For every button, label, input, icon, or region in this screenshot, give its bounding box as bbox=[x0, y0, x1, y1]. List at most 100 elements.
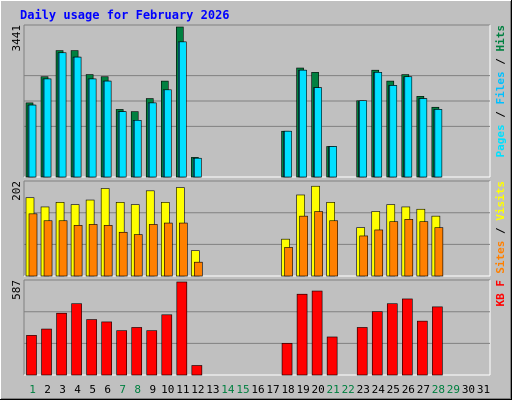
kbytes-bar-day-5 bbox=[86, 319, 97, 376]
day-label-18: 18 bbox=[281, 383, 294, 396]
pages-bar-day-26 bbox=[404, 76, 413, 178]
pages-bar-day-25 bbox=[389, 85, 398, 178]
sites-bar-day-18 bbox=[284, 247, 293, 277]
legend-part-0-3: / bbox=[494, 52, 507, 72]
sites-bar-day-10 bbox=[163, 222, 173, 277]
kbytes-bar-day-25 bbox=[386, 303, 398, 376]
sites-bar-day-26 bbox=[404, 219, 414, 277]
pages-bar-day-7 bbox=[118, 111, 127, 178]
sites-bar-day-6 bbox=[103, 225, 113, 277]
day-label-7: 7 bbox=[119, 383, 126, 396]
sites-bar-day-2 bbox=[43, 220, 53, 277]
sites-bar-day-28 bbox=[434, 227, 444, 277]
sites-bar-day-11 bbox=[179, 222, 188, 277]
sites-bar-day-9 bbox=[148, 224, 158, 277]
kbytes-bar-day-3 bbox=[56, 312, 67, 376]
pages-bar-day-9 bbox=[148, 102, 157, 178]
day-label-25: 25 bbox=[387, 383, 400, 396]
sites-bar-day-20 bbox=[314, 211, 323, 277]
day-label-19: 19 bbox=[296, 383, 309, 396]
pages-bar-day-1 bbox=[28, 104, 37, 178]
sites-bar-day-4 bbox=[73, 225, 83, 277]
x-axis-day-labels: 1 2 3 4 5 6 7 8 9 10 11 12 13 14 15 16 17 18 19 20 21 22 23 24 2… bbox=[29, 383, 490, 396]
pages-bar-day-5 bbox=[88, 78, 97, 178]
day-label-11: 11 bbox=[176, 383, 189, 396]
kbytes-bar-day-8 bbox=[131, 327, 143, 376]
day-label-15: 15 bbox=[236, 383, 249, 396]
day-label-30: 30 bbox=[462, 383, 475, 396]
day-label-26: 26 bbox=[402, 383, 415, 396]
kbytes-bar-day-26 bbox=[402, 298, 413, 376]
day-label-29: 29 bbox=[447, 383, 460, 396]
pages-bar-day-8 bbox=[133, 120, 142, 178]
visits-sites-panel bbox=[23, 180, 491, 277]
day-label-5: 5 bbox=[89, 383, 96, 396]
day-label-13: 13 bbox=[206, 383, 219, 396]
day-label-4: 4 bbox=[74, 383, 81, 396]
pages-bar-day-6 bbox=[103, 80, 112, 178]
day-label-21: 21 bbox=[327, 383, 340, 396]
kbytes-bar-day-21 bbox=[326, 336, 338, 376]
day-label-10: 10 bbox=[161, 383, 174, 396]
pages-bar-day-20 bbox=[314, 87, 322, 178]
kbytes-bar-day-6 bbox=[101, 321, 112, 376]
legend-part-1-1: / bbox=[494, 221, 507, 241]
top-ymax-label: 3441 bbox=[10, 25, 23, 52]
kbytes-bar-day-19 bbox=[296, 293, 308, 376]
kbytes-bar-day-28 bbox=[432, 306, 443, 376]
legend-part-0-1: / bbox=[494, 105, 507, 125]
sites-bar-day-21 bbox=[329, 220, 338, 277]
kbytes-bar-day-7 bbox=[116, 330, 127, 376]
legend-part-0-2: Files bbox=[494, 71, 507, 104]
chart-title: Daily usage for February 2026 bbox=[20, 8, 230, 22]
pages-bar-day-4 bbox=[73, 56, 82, 178]
sites-bar-day-1 bbox=[28, 213, 38, 277]
legend-part-0-0: Pages bbox=[494, 124, 507, 157]
day-label-8: 8 bbox=[134, 383, 141, 396]
day-label-17: 17 bbox=[266, 383, 279, 396]
legend-part-1-2: Visits bbox=[494, 181, 507, 221]
sites-bar-day-27 bbox=[419, 221, 429, 277]
bottom-legend: KB F bbox=[494, 280, 507, 307]
day-label-24: 24 bbox=[372, 383, 386, 396]
kbytes-panel bbox=[23, 279, 491, 376]
legend-part-2-0: KB F bbox=[494, 280, 507, 307]
bottom-ymax-label: 587 bbox=[10, 280, 23, 300]
sites-bar-day-24 bbox=[374, 229, 384, 277]
sites-bar-day-19 bbox=[299, 215, 308, 277]
kbytes-bar-day-12 bbox=[191, 365, 203, 376]
pages-bar-day-18 bbox=[284, 130, 292, 178]
day-label-1: 1 bbox=[29, 383, 36, 396]
sites-bar-day-8 bbox=[133, 234, 143, 277]
kbytes-bar-day-24 bbox=[371, 311, 383, 376]
kbytes-bar-day-27 bbox=[417, 320, 428, 376]
pages-bar-day-3 bbox=[58, 52, 67, 178]
pages-bar-day-23 bbox=[359, 100, 368, 178]
day-label-31: 31 bbox=[477, 383, 490, 396]
middle-ymax-label: 202 bbox=[10, 181, 23, 201]
pages-bar-day-11 bbox=[179, 41, 187, 178]
kbytes-bar-day-11 bbox=[176, 281, 188, 376]
day-label-16: 16 bbox=[251, 383, 264, 396]
hits-files-pages-panel bbox=[23, 24, 491, 178]
pages-bar-day-24 bbox=[374, 72, 383, 178]
kbytes-bar-day-18 bbox=[281, 343, 293, 376]
day-label-9: 9 bbox=[149, 383, 156, 396]
sites-bar-day-3 bbox=[58, 220, 68, 277]
kbytes-bar-day-20 bbox=[311, 290, 323, 376]
pages-bar-day-28 bbox=[434, 109, 443, 178]
middle-legend: Sites / Visits bbox=[494, 181, 507, 274]
day-label-23: 23 bbox=[357, 383, 370, 396]
day-label-28: 28 bbox=[432, 383, 445, 396]
kbytes-bar-day-10 bbox=[161, 314, 173, 376]
sites-bar-day-7 bbox=[118, 231, 128, 277]
legend-part-0-4: Hits bbox=[494, 25, 507, 52]
pages-bar-day-10 bbox=[163, 89, 172, 178]
top-legend: Pages / Files / Hits bbox=[494, 25, 507, 158]
kbytes-bar-day-23 bbox=[356, 327, 368, 376]
day-label-27: 27 bbox=[417, 383, 430, 396]
day-label-12: 12 bbox=[191, 383, 204, 396]
day-label-6: 6 bbox=[104, 383, 111, 396]
day-label-14: 14 bbox=[221, 383, 235, 396]
